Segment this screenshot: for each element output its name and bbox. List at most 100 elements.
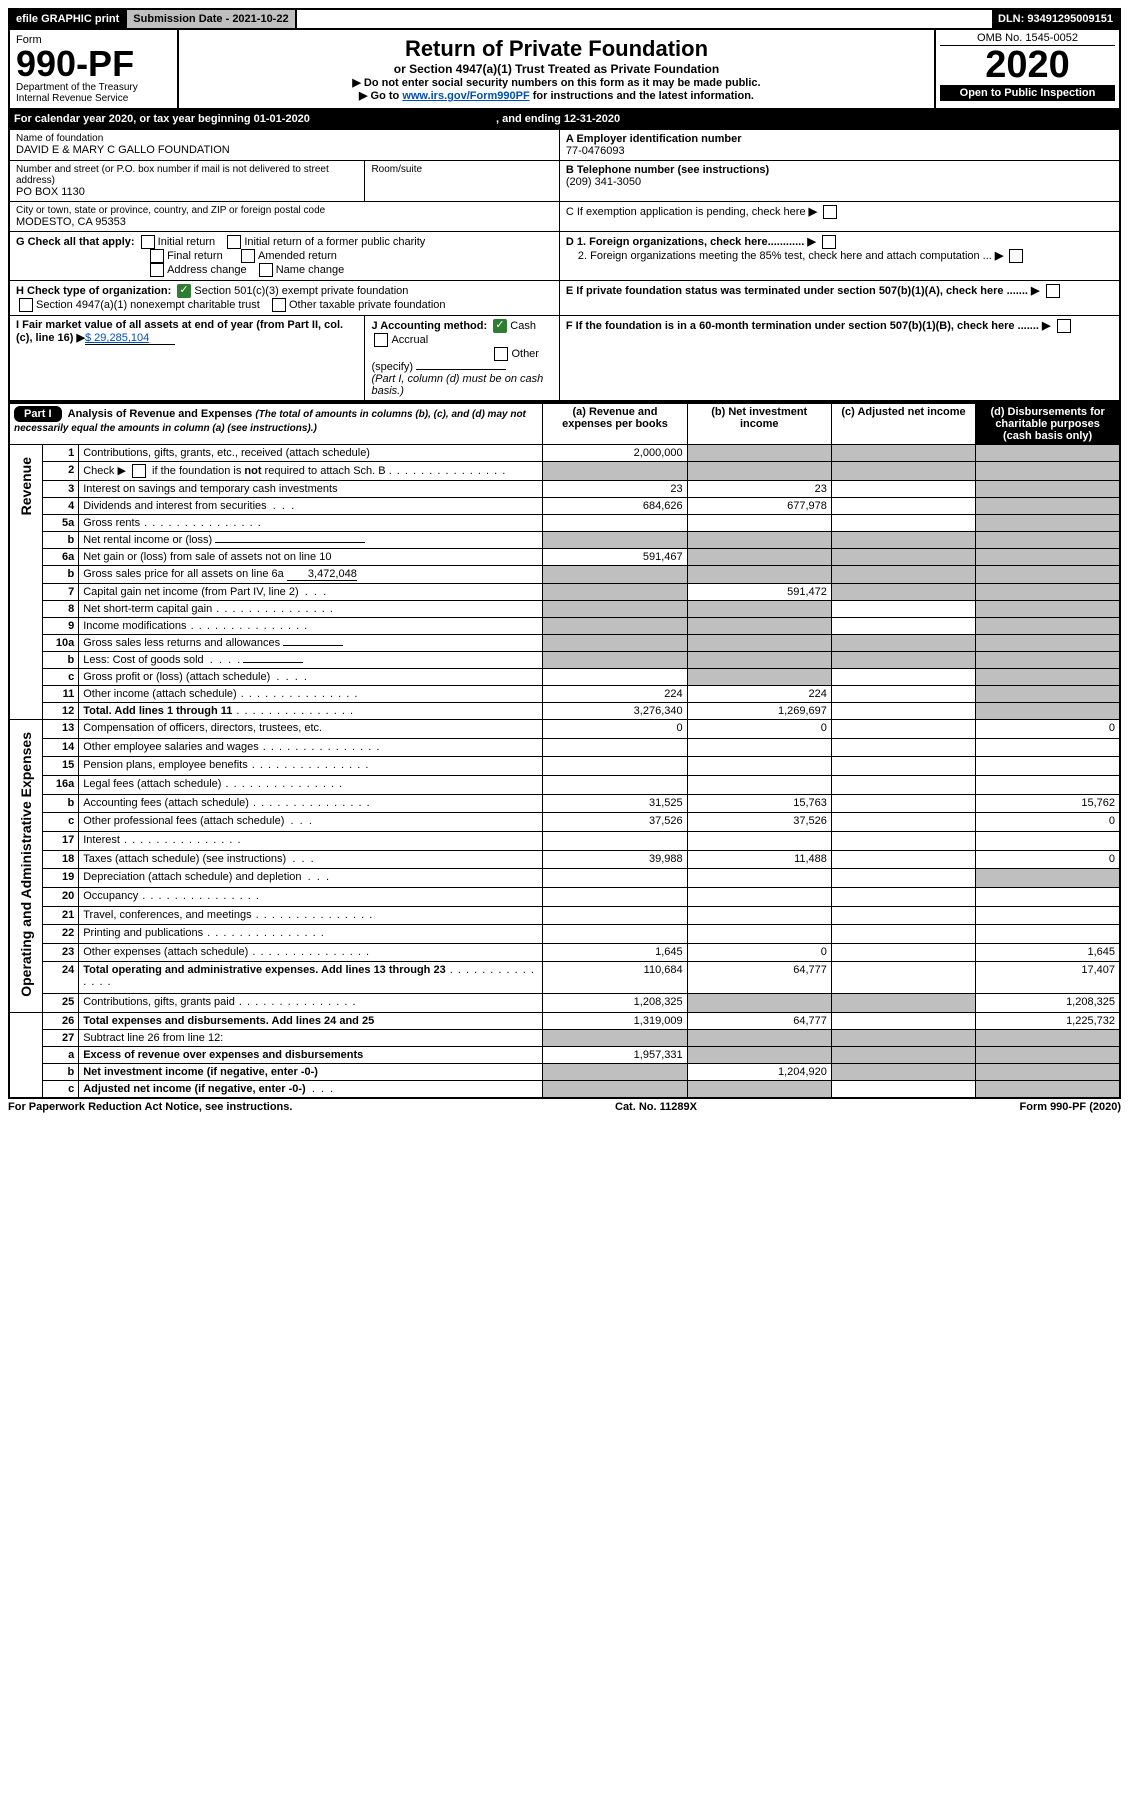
form-title: Return of Private Foundation bbox=[189, 36, 924, 62]
row-10c: cGross profit or (loss) (attach schedule… bbox=[9, 669, 1120, 686]
d2-label: 2. Foreign organizations meeting the 85%… bbox=[578, 250, 992, 262]
tax-year: 2020 bbox=[940, 46, 1115, 84]
row-5a: 5aGross rents bbox=[9, 515, 1120, 532]
row-9: 9Income modifications bbox=[9, 618, 1120, 635]
row-27c: cAdjusted net income (if negative, enter… bbox=[9, 1080, 1120, 1098]
form-header: Form 990-PF Department of the Treasury I… bbox=[8, 30, 1121, 110]
oae-label: Operating and Administrative Expenses bbox=[18, 722, 34, 1007]
j-label: J Accounting method: bbox=[371, 320, 487, 332]
row-2: 2Check ▶ if the foundation is not requir… bbox=[9, 462, 1120, 481]
row-26: 26Total expenses and disbursements. Add … bbox=[9, 1012, 1120, 1029]
row-11: 11Other income (attach schedule)224224 bbox=[9, 686, 1120, 703]
footer-mid: Cat. No. 11289X bbox=[615, 1101, 697, 1113]
ein-label: A Employer identification number bbox=[566, 133, 742, 145]
row-18: 18Taxes (attach schedule) (see instructi… bbox=[9, 850, 1120, 869]
row-10b: bLess: Cost of goods sold . . . . bbox=[9, 652, 1120, 669]
form-subtitle: or Section 4947(a)(1) Trust Treated as P… bbox=[189, 62, 924, 76]
row-16b: bAccounting fees (attach schedule)31,525… bbox=[9, 794, 1120, 813]
c-label: C If exemption application is pending, c… bbox=[566, 206, 806, 218]
part1-label: Part I bbox=[14, 406, 62, 422]
header-left: Form 990-PF Department of the Treasury I… bbox=[10, 30, 179, 108]
d2-checkbox[interactable] bbox=[1009, 249, 1023, 263]
row-27a: aExcess of revenue over expenses and dis… bbox=[9, 1046, 1120, 1063]
d1-checkbox[interactable] bbox=[822, 235, 836, 249]
row-10a: 10aGross sales less returns and allowanc… bbox=[9, 635, 1120, 652]
chk-other-tax[interactable] bbox=[272, 298, 286, 312]
chk-addr-change[interactable] bbox=[150, 263, 164, 277]
col-d-hdr: (d) Disbursements for charitable purpose… bbox=[976, 403, 1120, 445]
chk-final[interactable] bbox=[150, 249, 164, 263]
chk-initial-former[interactable] bbox=[227, 235, 241, 249]
open-to-public: Open to Public Inspection bbox=[940, 85, 1115, 101]
efile-badge: efile GRAPHIC print bbox=[10, 10, 127, 28]
row-17: 17Interest bbox=[9, 831, 1120, 850]
name-label: Name of foundation bbox=[16, 133, 553, 144]
chk-501c3[interactable] bbox=[177, 284, 191, 298]
header-right: OMB No. 1545-0052 2020 Open to Public In… bbox=[936, 30, 1119, 108]
city-value: MODESTO, CA 95353 bbox=[16, 216, 553, 228]
row-13: Operating and Administrative Expenses 13… bbox=[9, 720, 1120, 739]
foundation-name: DAVID E & MARY C GALLO FOUNDATION bbox=[16, 144, 553, 156]
page-footer: For Paperwork Reduction Act Notice, see … bbox=[8, 1101, 1121, 1113]
f-label: F If the foundation is in a 60-month ter… bbox=[566, 320, 1039, 332]
chk-cash[interactable] bbox=[493, 319, 507, 333]
h-label: H Check type of organization: bbox=[16, 285, 171, 297]
chk-other-method[interactable] bbox=[494, 347, 508, 361]
footer-left: For Paperwork Reduction Act Notice, see … bbox=[8, 1101, 292, 1113]
row-15: 15Pension plans, employee benefits bbox=[9, 757, 1120, 776]
row-21: 21Travel, conferences, and meetings bbox=[9, 906, 1120, 925]
calendar-bar: For calendar year 2020, or tax year begi… bbox=[8, 110, 1121, 128]
row-1: Revenue 1Contributions, gifts, grants, e… bbox=[9, 445, 1120, 462]
row-7: 7Capital gain net income (from Part IV, … bbox=[9, 584, 1120, 601]
row-22: 22Printing and publications bbox=[9, 925, 1120, 944]
row-3: 3Interest on savings and temporary cash … bbox=[9, 481, 1120, 498]
header-mid: Return of Private Foundation or Section … bbox=[179, 30, 936, 108]
irs: Internal Revenue Service bbox=[16, 93, 171, 104]
form-number: 990-PF bbox=[16, 46, 171, 82]
row-27b: bNet investment income (if negative, ent… bbox=[9, 1063, 1120, 1080]
row-6a: 6aNet gain or (loss) from sale of assets… bbox=[9, 549, 1120, 566]
g-label: G Check all that apply: bbox=[16, 236, 135, 248]
addr-label: Number and street (or P.O. box number if… bbox=[16, 164, 358, 186]
row-24: 24Total operating and administrative exp… bbox=[9, 962, 1120, 994]
col-c-hdr: (c) Adjusted net income bbox=[831, 403, 975, 445]
dept: Department of the Treasury bbox=[16, 82, 171, 93]
footer-right: Form 990-PF (2020) bbox=[1020, 1101, 1122, 1113]
row-14: 14Other employee salaries and wages bbox=[9, 738, 1120, 757]
ein-value: 77-0476093 bbox=[566, 145, 625, 157]
row-5b: bNet rental income or (loss) bbox=[9, 532, 1120, 549]
part1-title: Analysis of Revenue and Expenses bbox=[68, 408, 253, 420]
c-checkbox[interactable] bbox=[823, 205, 837, 219]
row-25: 25Contributions, gifts, grants paid1,208… bbox=[9, 994, 1120, 1013]
note-2: ▶ Go to www.irs.gov/Form990PF for instru… bbox=[189, 89, 924, 102]
submission-date: Submission Date - 2021-10-22 bbox=[127, 10, 296, 28]
form-link[interactable]: www.irs.gov/Form990PF bbox=[402, 90, 529, 102]
revenue-label: Revenue bbox=[18, 447, 34, 525]
phone-label: B Telephone number (see instructions) bbox=[566, 164, 769, 176]
e-label: E If private foundation status was termi… bbox=[566, 285, 1028, 297]
j-note: (Part I, column (d) must be on cash basi… bbox=[371, 373, 543, 397]
chk-amended[interactable] bbox=[241, 249, 255, 263]
topbar: efile GRAPHIC print Submission Date - 20… bbox=[8, 8, 1121, 30]
i-label: I Fair market value of all assets at end… bbox=[16, 319, 343, 344]
chk-4947[interactable] bbox=[19, 298, 33, 312]
entity-info-table: Name of foundation DAVID E & MARY C GALL… bbox=[8, 128, 1121, 402]
chk-name-change[interactable] bbox=[259, 263, 273, 277]
dln: DLN: 93491295009151 bbox=[992, 10, 1119, 28]
phone-value: (209) 341-3050 bbox=[566, 176, 641, 188]
col-a-hdr: (a) Revenue and expenses per books bbox=[543, 403, 687, 445]
addr-value: PO BOX 1130 bbox=[16, 186, 358, 198]
row-4: 4Dividends and interest from securities … bbox=[9, 498, 1120, 515]
row-6b: bGross sales price for all assets on lin… bbox=[9, 566, 1120, 584]
e-checkbox[interactable] bbox=[1046, 284, 1060, 298]
chk-accrual[interactable] bbox=[374, 333, 388, 347]
d1-label: D 1. Foreign organizations, check here..… bbox=[566, 236, 804, 248]
row-16c: cOther professional fees (attach schedul… bbox=[9, 813, 1120, 832]
part1-table: Part I Analysis of Revenue and Expenses … bbox=[8, 402, 1121, 1099]
col-b-hdr: (b) Net investment income bbox=[687, 403, 831, 445]
chk-initial[interactable] bbox=[141, 235, 155, 249]
i-value[interactable]: $ 29,285,104 bbox=[85, 332, 175, 345]
room-label: Room/suite bbox=[371, 164, 552, 175]
city-label: City or town, state or province, country… bbox=[16, 205, 553, 216]
f-checkbox[interactable] bbox=[1057, 319, 1071, 333]
